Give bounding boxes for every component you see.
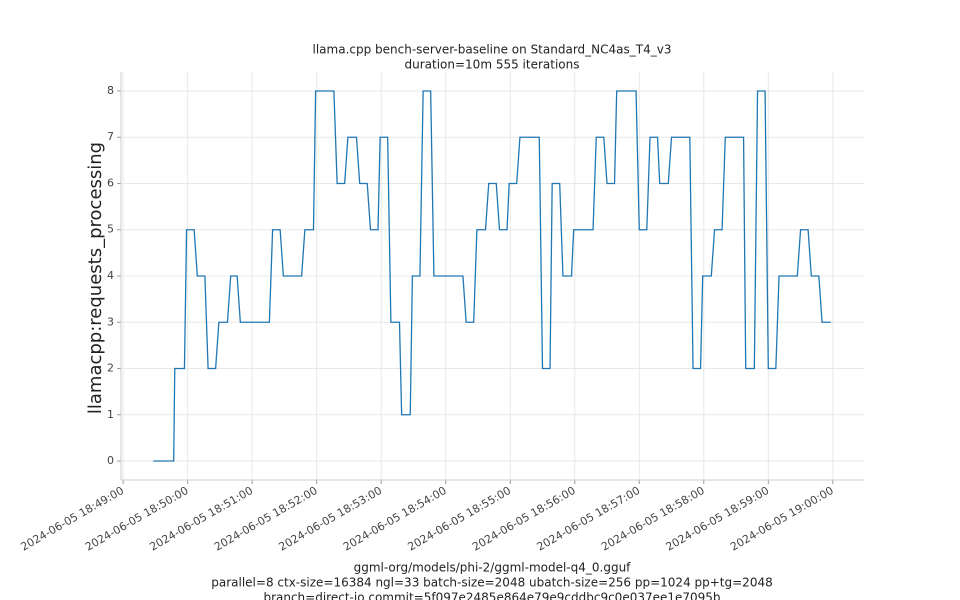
x-tick-label: 2024-06-05 18:52:00 (212, 484, 320, 554)
y-tick-label: 0 (107, 454, 114, 467)
x-tick-label: 2024-06-05 18:58:00 (599, 484, 707, 554)
y-tick-label: 4 (107, 269, 114, 282)
data-line (153, 90, 831, 462)
y-axis-label: llamacpp:requests_processing (85, 142, 106, 414)
x-tick-label: 2024-06-05 18:56:00 (470, 484, 578, 554)
x-axis-label: parallel=8 ctx-size=16384 ngl=33 batch-s… (211, 576, 772, 590)
y-tick-label: 5 (107, 223, 114, 236)
y-tick-label: 2 (107, 362, 114, 375)
x-tick-label: 2024-06-05 18:54:00 (341, 484, 449, 554)
x-tick-label: 2024-06-05 19:00:00 (728, 484, 836, 554)
y-tick-label: 6 (107, 176, 114, 189)
y-tick-label: 1 (107, 408, 114, 421)
x-tick-label: 2024-06-05 18:57:00 (535, 484, 643, 554)
x-tick-label: 2024-06-05 18:50:00 (83, 484, 191, 554)
x-tick-label: 2024-06-05 18:51:00 (148, 484, 256, 554)
x-tick-label: 2024-06-05 18:49:00 (18, 484, 126, 554)
y-tick-label: 8 (107, 84, 114, 97)
chart-title: llama.cpp bench-server-baseline on Stand… (313, 43, 672, 57)
x-tick-label: 2024-06-05 18:55:00 (406, 484, 514, 554)
y-tick-label: 7 (107, 130, 114, 143)
y-tick-label: 3 (107, 315, 114, 328)
x-tick-label: 2024-06-05 18:53:00 (277, 484, 385, 554)
x-tick-label: 2024-06-05 18:59:00 (664, 484, 772, 554)
chart-subtitle: duration=10m 555 iterations (405, 58, 580, 72)
x-axis-label: ggml-org/models/phi-2/ggml-model-q4_0.gg… (354, 561, 632, 575)
x-axis-label: branch=direct-io commit=5f097e2485e864e7… (263, 591, 720, 600)
